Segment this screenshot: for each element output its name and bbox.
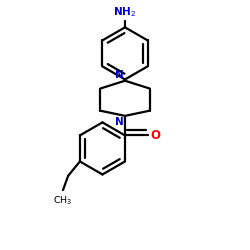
Text: NH$_2$: NH$_2$ — [114, 5, 136, 19]
Text: N: N — [115, 117, 124, 127]
Text: N: N — [115, 70, 124, 80]
Text: O: O — [150, 129, 160, 142]
Text: CH$_3$: CH$_3$ — [53, 195, 73, 207]
